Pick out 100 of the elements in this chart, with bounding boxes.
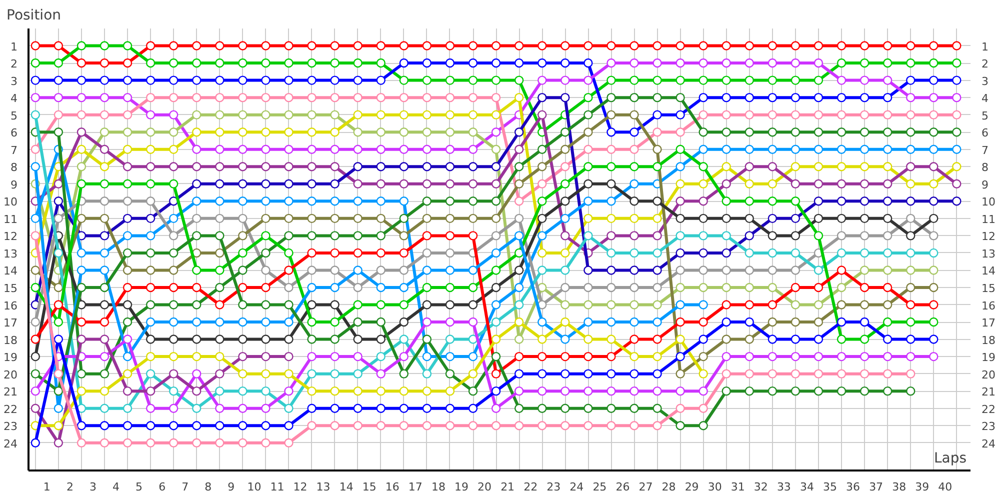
x-tick-label: 30	[708, 480, 722, 494]
point	[30, 334, 40, 344]
point	[929, 214, 938, 224]
point	[606, 317, 616, 327]
point	[606, 231, 616, 240]
point	[790, 196, 800, 206]
point	[307, 317, 316, 327]
point	[744, 317, 754, 327]
point	[30, 58, 40, 68]
point	[169, 282, 178, 292]
point	[630, 369, 639, 378]
point	[491, 248, 501, 258]
point	[676, 110, 685, 120]
point	[215, 41, 224, 50]
point	[330, 76, 340, 85]
point	[399, 266, 409, 275]
point	[744, 248, 754, 258]
point	[146, 282, 156, 292]
point	[100, 76, 110, 85]
point	[768, 144, 778, 154]
point	[882, 214, 892, 224]
point	[100, 248, 110, 258]
point	[399, 179, 409, 188]
point	[468, 317, 478, 327]
point	[514, 369, 524, 378]
point	[146, 386, 156, 396]
point	[307, 334, 316, 344]
point	[606, 300, 616, 310]
point	[491, 231, 501, 240]
point	[790, 266, 800, 275]
point	[307, 386, 316, 396]
point	[744, 76, 754, 85]
point	[353, 76, 362, 85]
point	[860, 266, 870, 275]
point	[652, 317, 662, 327]
point	[606, 128, 616, 137]
point	[422, 41, 432, 50]
point	[676, 92, 685, 102]
x-tick-label: 9	[228, 480, 235, 494]
point	[584, 92, 593, 102]
point	[744, 214, 754, 224]
y-tick-label: 2	[10, 58, 18, 71]
point	[169, 317, 178, 327]
point	[814, 76, 824, 85]
point	[146, 76, 156, 85]
point	[790, 334, 800, 344]
point	[491, 196, 501, 206]
point	[514, 128, 524, 137]
point	[399, 317, 409, 327]
point	[445, 128, 455, 137]
point	[76, 41, 86, 50]
point	[445, 421, 455, 430]
point	[698, 369, 708, 378]
point	[744, 41, 754, 50]
point	[330, 179, 340, 188]
point	[929, 231, 938, 240]
point	[422, 231, 432, 240]
point	[422, 282, 432, 292]
point	[445, 282, 455, 292]
point	[514, 352, 524, 362]
point	[422, 179, 432, 188]
point	[698, 231, 708, 240]
point	[422, 317, 432, 327]
point	[652, 404, 662, 413]
point	[630, 421, 639, 430]
point	[952, 58, 962, 68]
point	[54, 386, 64, 396]
point	[514, 41, 524, 50]
point	[192, 266, 202, 275]
point	[906, 300, 916, 310]
point	[307, 404, 316, 413]
point	[790, 92, 800, 102]
point	[284, 369, 294, 378]
point	[284, 144, 294, 154]
point	[630, 300, 639, 310]
point	[584, 41, 593, 50]
point	[238, 282, 248, 292]
point	[399, 162, 409, 172]
point	[422, 196, 432, 206]
point	[744, 352, 754, 362]
point	[768, 334, 778, 344]
point	[307, 352, 316, 362]
point	[307, 76, 316, 85]
point	[307, 41, 316, 50]
point	[630, 144, 639, 154]
y2-tick-label: 1	[982, 40, 988, 54]
point	[836, 179, 846, 188]
point	[722, 334, 731, 344]
point	[146, 41, 156, 50]
point	[76, 317, 86, 327]
point	[698, 282, 708, 292]
point	[100, 317, 110, 327]
point	[261, 317, 270, 327]
point	[284, 41, 294, 50]
point	[882, 352, 892, 362]
point	[514, 300, 524, 310]
point	[307, 266, 316, 275]
point	[491, 282, 501, 292]
point	[76, 282, 86, 292]
y2-tick-label: 21	[982, 386, 996, 399]
